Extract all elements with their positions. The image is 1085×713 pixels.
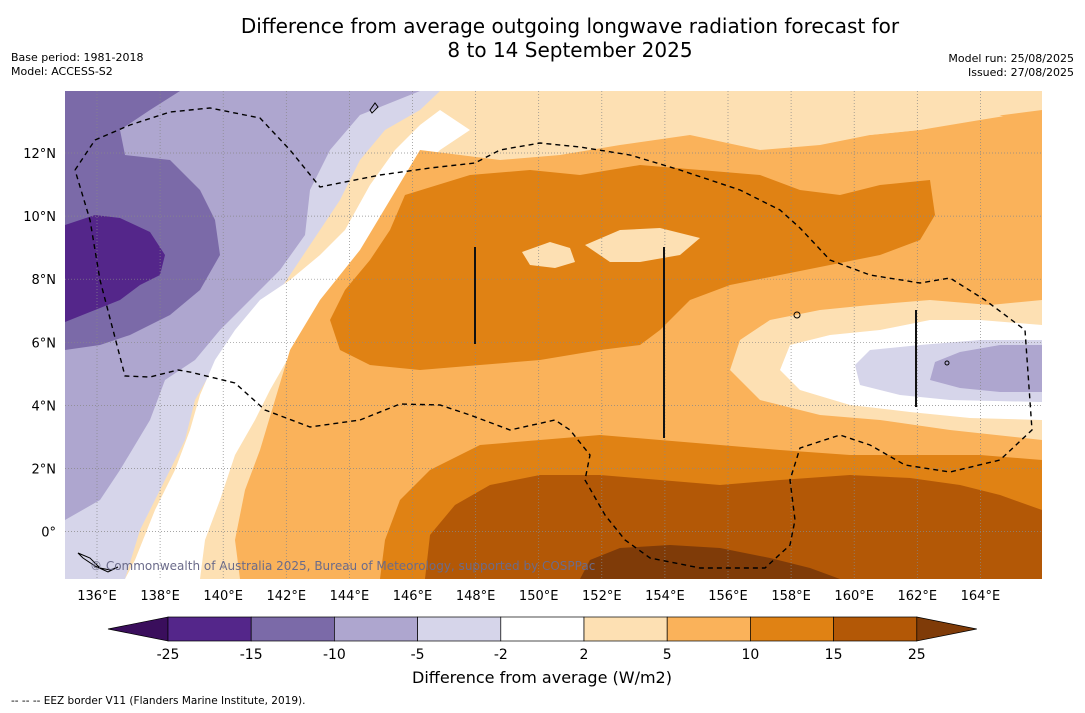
anomaly-field — [65, 91, 1042, 579]
issued-date: Issued: 27/08/2025 — [967, 66, 1074, 79]
region-p10-p15 — [330, 165, 935, 370]
colorbar-segment — [500, 616, 585, 642]
colorbar-segment — [250, 616, 335, 642]
colorbar-tick-label: 10 — [741, 647, 759, 663]
lon-tick-label: 150°E — [519, 589, 559, 604]
colorbar-segment — [833, 616, 918, 642]
lon-tick-label: 144°E — [330, 589, 370, 604]
region-p2-p5-north — [585, 228, 700, 262]
lat-tick-label: 6°N — [32, 336, 57, 351]
lat-tick-label: 10°N — [23, 210, 56, 225]
lat-tick-label: 0° — [41, 526, 56, 541]
colorbar-extend-high — [916, 616, 977, 642]
base-period: Base period: 1981-2018 — [11, 51, 144, 64]
lon-tick-label: 152°E — [582, 589, 622, 604]
lon-tick-label: 162°E — [898, 589, 938, 604]
colorbar-segment — [417, 616, 502, 642]
eez-footnote: -- -- -- EEZ border V11 (Flanders Marine… — [11, 695, 306, 707]
lat-tick-label: 8°N — [32, 273, 57, 288]
colorbar-extend-low — [107, 616, 169, 642]
lon-tick-label: 164°E — [961, 589, 1001, 604]
lon-tick-label: 142°E — [267, 589, 307, 604]
region-p2-p5-ne — [870, 91, 1042, 135]
colorbar-tick-label: 25 — [908, 647, 926, 663]
longitude-labels: 136°E 138°E 140°E 142°E 144°E 146°E 148°E 150°E… — [77, 589, 1000, 604]
meta-left: Base period: 1981-2018 Model: ACCESS-S2 — [11, 51, 143, 79]
colorbar-segment — [167, 616, 252, 642]
eez-border — [74, 107, 1033, 569]
lon-tick-label: 154°E — [645, 589, 685, 604]
model-name: Model: ACCESS-S2 — [11, 65, 113, 78]
colorbar-segment — [666, 616, 751, 642]
lon-tick-label: 136°E — [77, 589, 117, 604]
lat-tick-label: 4°N — [32, 399, 57, 414]
colorbar-segment — [583, 616, 668, 642]
region-p2-p5-hole — [522, 242, 575, 268]
model-run: Model run: 25/08/2025 — [948, 52, 1074, 65]
island-markers — [77, 102, 950, 573]
lon-tick-label: 146°E — [393, 589, 433, 604]
colorbar-tick-label: -2 — [494, 647, 508, 663]
colorbar-tick-label: -15 — [240, 647, 263, 663]
colorbar-tick-label: -25 — [157, 647, 180, 663]
lat-tick-label: 12°N — [23, 147, 56, 162]
lon-tick-label: 148°E — [456, 589, 496, 604]
colorbar-tick-label: 15 — [825, 647, 843, 663]
lon-tick-label: 158°E — [771, 589, 811, 604]
lat-tick-label: 2°N — [32, 463, 57, 478]
region-n25-n15 — [65, 215, 165, 322]
lon-tick-label: 138°E — [140, 589, 180, 604]
lon-tick-label: 140°E — [203, 589, 243, 604]
colorbar-tick-label: 5 — [663, 647, 672, 663]
lon-tick-label: 156°E — [708, 589, 748, 604]
colorbar-segment — [334, 616, 418, 642]
region-gt-p25 — [580, 545, 840, 579]
colorbar-segment — [750, 616, 834, 642]
region-n10-n5-east — [930, 345, 1042, 392]
title-line-1: Difference from average outgoing longwav… — [240, 14, 900, 38]
colorbar: -25 -15 -10 -5 -2 2 5 10 15 25 — [107, 616, 977, 663]
meta-right: Model run: 25/08/2025 Issued: 27/08/2025 — [948, 52, 1074, 80]
title-line-2: 8 to 14 September 2025 — [447, 38, 693, 62]
map-title: Difference from average outgoing longwav… — [140, 14, 1000, 62]
colorbar-tick-label: -5 — [411, 647, 425, 663]
latitude-labels: 12°N 10°N 8°N 6°N 4°N 2°N 0° — [23, 147, 56, 541]
colorbar-label: Difference from average (W/m2) — [412, 668, 672, 687]
colorbar-tick-label: -10 — [323, 647, 346, 663]
region-p15-p25 — [425, 475, 1042, 579]
colorbar-tick-label: 2 — [580, 647, 589, 663]
lon-tick-label: 160°E — [834, 589, 874, 604]
copyright-text: © Commonwealth of Australia 2025, Bureau… — [90, 559, 595, 573]
